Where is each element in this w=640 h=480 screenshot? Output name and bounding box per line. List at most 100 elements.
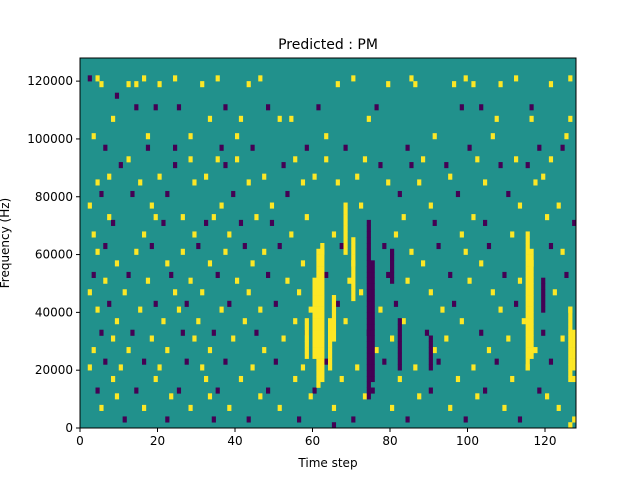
heatmap-cell-positive xyxy=(95,248,100,255)
heatmap-cell-positive xyxy=(312,323,317,331)
heatmap-cell-negative xyxy=(370,347,375,354)
heatmap-cell-positive xyxy=(200,81,205,88)
heatmap-cell-negative xyxy=(184,300,189,307)
heatmap-cell-positive xyxy=(417,393,422,400)
heatmap-cell-positive xyxy=(188,133,193,140)
heatmap-cell-positive xyxy=(223,248,228,255)
heatmap-cell-positive xyxy=(448,404,453,411)
heatmap-cell-positive xyxy=(529,115,534,122)
heatmap-cell-positive xyxy=(312,312,317,319)
heatmap-cell-negative xyxy=(285,190,290,198)
heatmap-cell-positive xyxy=(196,318,201,325)
heatmap-cell-negative xyxy=(223,358,228,365)
heatmap-cell-positive xyxy=(331,312,337,319)
heatmap-cell-positive xyxy=(312,289,317,296)
heatmap-cell-positive xyxy=(289,115,294,122)
heatmap-cell-negative xyxy=(370,306,375,313)
heatmap-cell-positive xyxy=(335,81,340,88)
heatmap-cell-positive xyxy=(153,214,158,221)
heatmap-cell-positive xyxy=(545,214,550,221)
heatmap-cell-negative xyxy=(366,266,371,273)
heatmap-cell-negative xyxy=(370,387,375,394)
heatmap-cell-positive xyxy=(235,133,240,140)
heatmap-cell-negative xyxy=(548,243,554,250)
heatmap-cell-negative xyxy=(134,104,139,111)
heatmap-cell-positive xyxy=(328,364,333,371)
heatmap-cell-positive xyxy=(316,358,321,365)
heatmap-cell-negative xyxy=(351,416,356,423)
heatmap-cell-negative xyxy=(541,295,546,302)
heatmap-cell-positive xyxy=(351,295,356,302)
heatmap-cell-positive xyxy=(351,243,356,250)
heatmap-cell-positive xyxy=(525,352,530,359)
heatmap-cell-positive xyxy=(316,295,321,302)
heatmap-cell-positive xyxy=(111,375,116,383)
heatmap-cell-positive xyxy=(165,347,170,354)
heatmap-cell-negative xyxy=(366,260,371,267)
heatmap-cell-positive xyxy=(529,260,534,267)
heatmap-cell-positive xyxy=(320,295,325,302)
heatmap-cell-negative xyxy=(382,243,387,250)
heatmap-cell-positive xyxy=(207,393,213,400)
heatmap-cell-positive xyxy=(331,295,337,302)
heatmap-cell-negative xyxy=(173,144,178,151)
heatmap-cell-positive xyxy=(525,271,530,278)
heatmap-cell-positive xyxy=(331,231,337,238)
heatmap-cell-negative xyxy=(370,289,375,296)
heatmap-cell-negative xyxy=(366,347,371,354)
heatmap-cell-negative xyxy=(238,219,244,226)
heatmap-cell-positive xyxy=(312,173,317,180)
heatmap-cell-positive xyxy=(359,202,364,209)
heatmap-cell-positive xyxy=(107,214,112,221)
heatmap-cell-positive xyxy=(525,341,530,348)
heatmap-cell-positive xyxy=(320,335,325,342)
heatmap-cell-positive xyxy=(95,306,100,313)
heatmap-cell-negative xyxy=(281,162,286,169)
heatmap-cell-positive xyxy=(343,214,348,221)
heatmap-cell-negative xyxy=(444,162,449,169)
heatmap-cell-positive xyxy=(343,202,348,209)
heatmap-cell-positive xyxy=(572,375,577,383)
heatmap-cell-positive xyxy=(475,393,480,400)
heatmap-cell-positive xyxy=(269,202,275,209)
heatmap-cell-negative xyxy=(541,329,546,336)
heatmap-cell-positive xyxy=(149,202,154,209)
heatmap-cell-positive xyxy=(312,306,317,313)
heatmap-cell-positive xyxy=(564,133,569,140)
heatmap-cell-negative xyxy=(366,335,371,342)
heatmap-cell-positive xyxy=(405,277,410,284)
heatmap-cell-negative xyxy=(122,416,127,423)
heatmap-cell-positive xyxy=(506,335,511,342)
heatmap-cell-positive xyxy=(560,248,565,255)
heatmap-cell-positive xyxy=(479,260,484,267)
heatmap-cell-negative xyxy=(459,104,464,111)
heatmap-cell-positive xyxy=(390,335,395,342)
heatmap-cell-negative xyxy=(370,375,375,383)
heatmap-cell-negative xyxy=(514,300,519,307)
heatmap-cell-positive xyxy=(351,254,356,261)
heatmap-cell-positive xyxy=(312,277,317,284)
heatmap-cell-negative xyxy=(479,104,484,111)
heatmap-cell-positive xyxy=(126,156,131,163)
heatmap-cell-positive xyxy=(525,306,530,313)
heatmap-cell-positive xyxy=(91,347,96,354)
heatmap-cell-positive xyxy=(316,329,321,336)
heatmap-cell-positive xyxy=(529,341,534,348)
heatmap-cell-negative xyxy=(370,323,375,331)
heatmap-cell-positive xyxy=(521,318,526,325)
heatmap-cell-positive xyxy=(568,370,573,377)
heatmap-cell-negative xyxy=(370,260,375,267)
heatmap-cell-negative xyxy=(397,364,402,371)
heatmap-cell-positive xyxy=(126,81,131,88)
heatmap-cell-positive xyxy=(145,277,151,284)
heatmap-cell-positive xyxy=(138,306,143,313)
heatmap-cell-positive xyxy=(514,75,519,82)
heatmap-cell-positive xyxy=(529,347,534,354)
heatmap-cell-negative xyxy=(541,283,546,290)
heatmap-cell-positive xyxy=(525,295,530,302)
heatmap-cell-positive xyxy=(211,214,216,221)
heatmap-cell-positive xyxy=(525,283,530,290)
heatmap-cell-positive xyxy=(316,352,321,359)
heatmap-cell-positive xyxy=(459,318,464,325)
heatmap-cell-positive xyxy=(572,335,577,342)
